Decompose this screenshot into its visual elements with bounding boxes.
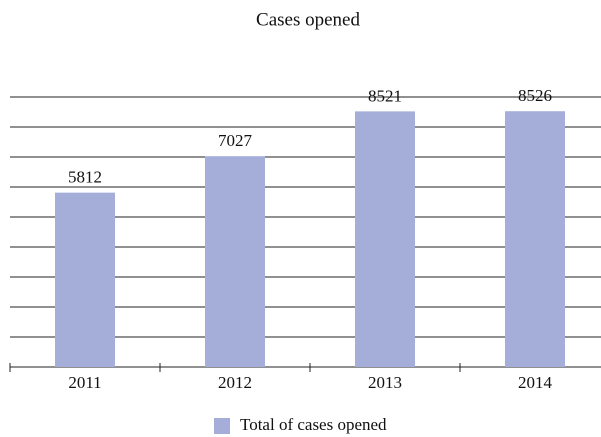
bar bbox=[505, 111, 565, 367]
x-tick-label: 2012 bbox=[218, 373, 252, 392]
data-label: 7027 bbox=[218, 131, 253, 150]
data-label: 5812 bbox=[68, 168, 102, 187]
x-tick-label: 2013 bbox=[368, 373, 402, 392]
x-tick-label: 2014 bbox=[518, 373, 553, 392]
legend-label: Total of cases opened bbox=[240, 415, 387, 434]
bar bbox=[355, 111, 415, 368]
legend-swatch bbox=[214, 418, 230, 434]
bar bbox=[205, 156, 265, 367]
bar bbox=[55, 192, 115, 367]
data-label: 8521 bbox=[368, 86, 402, 105]
x-tick-label: 2011 bbox=[68, 373, 101, 392]
chart-title: Cases opened bbox=[256, 9, 360, 30]
data-label: 8526 bbox=[518, 86, 552, 105]
